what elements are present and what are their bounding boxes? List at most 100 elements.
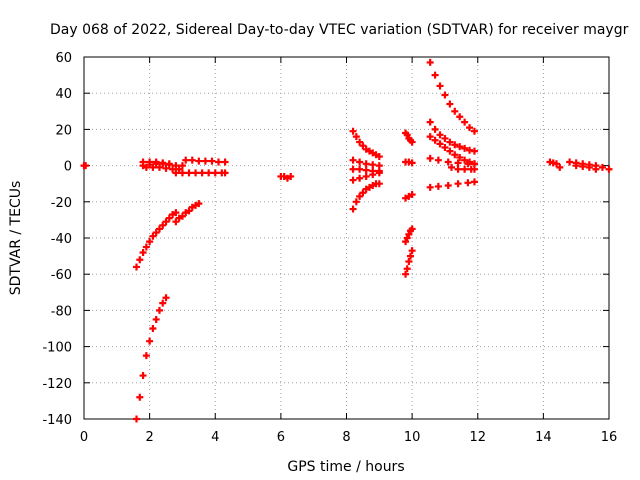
series-arc-8	[172, 169, 229, 177]
series-arc-3	[172, 200, 203, 226]
data-point	[195, 200, 203, 208]
grid	[84, 57, 609, 419]
series-arc-10	[349, 127, 383, 161]
data-point	[178, 169, 186, 177]
x-tick-label: 0	[80, 430, 88, 445]
data-point	[352, 198, 360, 206]
chart-title: Day 068 of 2022, Sidereal Day-to-day VTE…	[50, 22, 629, 38]
data-point	[215, 158, 223, 166]
data-point	[178, 162, 186, 170]
x-tick-label: 6	[277, 430, 285, 445]
data-point	[451, 107, 459, 115]
data-point	[349, 205, 357, 213]
data-point	[211, 169, 219, 177]
data-point	[405, 258, 413, 266]
data-point	[172, 218, 180, 226]
data-point	[375, 180, 383, 188]
data-point	[159, 159, 167, 167]
data-point	[162, 294, 170, 302]
data-point	[185, 207, 193, 215]
data-point	[192, 169, 200, 177]
data-point	[431, 136, 439, 144]
series-arc-5	[139, 158, 173, 168]
data-point	[451, 151, 459, 159]
series-arc-21	[426, 118, 478, 155]
series-arc-17	[402, 191, 416, 202]
data-point	[572, 162, 580, 170]
data-point	[146, 337, 154, 345]
y-tick-label: -100	[42, 341, 72, 356]
data-point	[188, 156, 196, 164]
data-point	[359, 189, 367, 197]
data-point	[403, 234, 411, 242]
y-tick-label: -60	[51, 268, 72, 283]
data-point	[470, 178, 478, 186]
data-point	[375, 169, 383, 177]
data-point	[403, 265, 411, 273]
data-point	[142, 163, 150, 171]
data-point	[349, 156, 357, 164]
y-tick-label: 60	[55, 51, 72, 66]
data-point	[195, 157, 203, 165]
data-point	[221, 169, 229, 177]
data-point	[165, 214, 173, 222]
series-arc-0	[80, 162, 90, 170]
data-point	[165, 160, 173, 168]
y-tick-label: -80	[51, 304, 72, 319]
data-point	[436, 82, 444, 90]
data-point	[466, 124, 474, 132]
data-point	[182, 156, 190, 164]
x-tick-label: 14	[535, 430, 552, 445]
series-arc-24	[448, 163, 478, 173]
data-point	[152, 158, 160, 166]
data-point	[149, 232, 157, 240]
data-point	[82, 162, 90, 170]
data-point	[426, 133, 434, 141]
data-point	[142, 352, 150, 360]
x-tick-label: 8	[342, 430, 350, 445]
x-axis-label: GPS time / hours	[287, 459, 404, 475]
data-point	[441, 134, 449, 142]
data-point	[198, 169, 206, 177]
data-point	[408, 191, 416, 199]
data-point	[470, 165, 478, 173]
series-arc-1	[133, 294, 170, 423]
data-point	[426, 183, 434, 191]
data-point	[136, 393, 144, 401]
data-point	[579, 163, 587, 171]
data-point	[598, 163, 606, 171]
data-point	[162, 218, 170, 226]
data-point	[155, 306, 163, 314]
series-arc-19	[402, 247, 416, 278]
data-point	[136, 256, 144, 264]
data-point	[349, 176, 357, 184]
data-point	[142, 243, 150, 251]
data-point	[155, 163, 163, 171]
x-tick-label: 2	[145, 430, 153, 445]
data-point	[139, 158, 147, 166]
series-arc-11	[349, 156, 383, 170]
data-point	[356, 158, 364, 166]
data-point	[356, 138, 364, 146]
data-point	[133, 415, 140, 423]
data-point	[426, 154, 434, 162]
series-arc-23	[426, 154, 478, 168]
data-point	[152, 229, 160, 237]
y-tick-label: 20	[55, 123, 72, 138]
data-point	[146, 238, 154, 246]
series-arc-28	[572, 162, 600, 173]
data-point	[446, 100, 454, 108]
data-point	[369, 161, 377, 169]
data-point	[159, 299, 167, 307]
x-tick-label: 4	[211, 430, 219, 445]
data-point	[470, 147, 478, 155]
data-point	[205, 169, 213, 177]
series-arc-14	[349, 180, 383, 213]
y-tick-label: 40	[55, 87, 72, 102]
series-arc-2	[133, 209, 180, 271]
data-point	[172, 209, 180, 217]
data-point	[454, 180, 462, 188]
data-point	[152, 315, 160, 323]
data-point	[426, 118, 434, 126]
